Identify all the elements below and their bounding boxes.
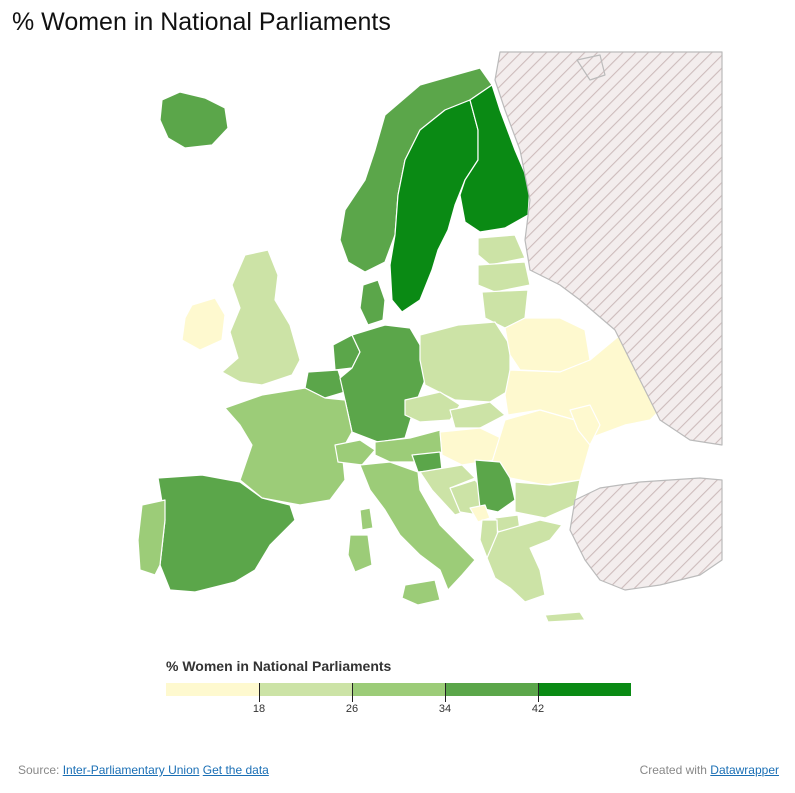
- region-belarus[interactable]: [504, 317, 591, 373]
- region-switzerland[interactable]: [334, 439, 376, 466]
- legend-tick-mark: [259, 683, 260, 702]
- region-ireland[interactable]: [181, 297, 226, 351]
- region-sardinia[interactable]: [347, 534, 373, 573]
- legend-swatch-3: [445, 683, 538, 696]
- legend-tick-label: 18: [252, 703, 266, 715]
- region-moldova[interactable]: [569, 404, 601, 446]
- region-united-kingdom[interactable]: [221, 249, 301, 386]
- region-slovakia[interactable]: [449, 401, 506, 429]
- credit-footer: Created with Datawrapper: [640, 763, 779, 777]
- legend-swatch-4: [538, 683, 631, 696]
- region-denmark[interactable]: [359, 279, 386, 326]
- region-turkey[interactable]: [569, 477, 723, 591]
- region-greece[interactable]: [486, 519, 563, 603]
- region-czech-republic[interactable]: [404, 391, 461, 423]
- created-with-label: Created with: [639, 763, 707, 777]
- region-sicily[interactable]: [401, 579, 441, 606]
- legend-tick-mark: [538, 683, 539, 702]
- legend-tick-label: 34: [438, 703, 452, 715]
- region-bulgaria[interactable]: [514, 479, 581, 519]
- legend-color-scale: [166, 683, 631, 696]
- region-crete[interactable]: [544, 611, 586, 623]
- region-serbia[interactable]: [474, 459, 516, 513]
- chart-title: % Women in National Parliaments: [12, 8, 391, 36]
- region-belgium[interactable]: [304, 369, 346, 399]
- legend-swatch-1: [259, 683, 352, 696]
- legend-swatch-0: [166, 683, 259, 696]
- europe-choropleth-map: [137, 51, 723, 623]
- legend-title: % Women in National Parliaments: [166, 658, 392, 674]
- get-data-link[interactable]: Get the data: [202, 763, 269, 777]
- source-footer: Source: Inter-Parliamentary Union Get th…: [18, 763, 269, 777]
- legend-tick-label: 42: [531, 703, 545, 715]
- region-portugal[interactable]: [137, 499, 166, 576]
- datawrapper-link[interactable]: Datawrapper: [710, 763, 779, 777]
- region-spain[interactable]: [157, 474, 296, 593]
- region-russia[interactable]: [494, 51, 723, 446]
- region-iceland[interactable]: [159, 91, 229, 149]
- region-finland[interactable]: [459, 84, 531, 233]
- region-corsica[interactable]: [359, 507, 374, 531]
- source-label: Source:: [18, 763, 60, 777]
- region-italy[interactable]: [359, 461, 476, 591]
- source-link[interactable]: Inter-Parliamentary Union: [62, 763, 200, 777]
- region-estonia[interactable]: [477, 234, 526, 266]
- legend-tick-mark: [445, 683, 446, 702]
- legend-tick-label: 26: [345, 703, 359, 715]
- region-poland[interactable]: [419, 321, 511, 403]
- legend-tick-mark: [352, 683, 353, 702]
- region-france[interactable]: [224, 387, 353, 506]
- region-latvia[interactable]: [477, 261, 531, 293]
- region-montenegro[interactable]: [469, 504, 491, 523]
- legend-swatch-2: [352, 683, 445, 696]
